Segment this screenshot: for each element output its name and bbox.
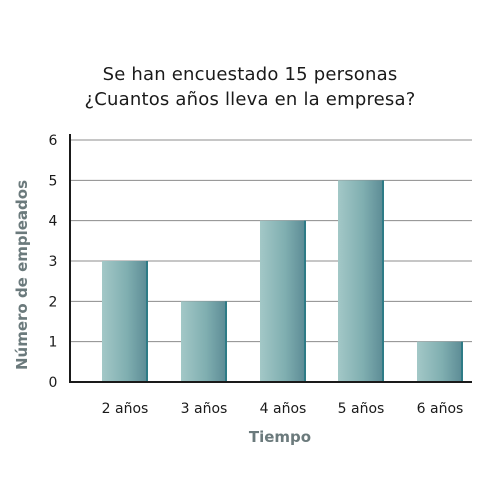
bar-5 — [417, 341, 463, 382]
y-tick-labels: 0 1 2 3 4 5 6 — [49, 133, 58, 391]
chart-title-line-2: ¿Cuantos años lleva en la empresa? — [84, 89, 416, 110]
x-tick-label-3: 4 años — [260, 401, 307, 417]
y-tick-label-4: 4 — [49, 214, 58, 230]
x-tick-label-5: 6 años — [417, 401, 464, 417]
chart-title-line-1: Se han encuestado 15 personas — [102, 64, 398, 85]
bar-3 — [260, 220, 306, 382]
axes — [69, 134, 472, 383]
bar-2 — [181, 301, 227, 382]
x-tick-label-4: 5 años — [338, 401, 385, 417]
y-axis-label: Número de empleados — [13, 180, 31, 370]
y-tick-label-2: 2 — [49, 294, 58, 310]
x-tick-label-1: 2 años — [102, 401, 149, 417]
y-tick-label-6: 6 — [49, 133, 58, 149]
bars — [102, 180, 463, 382]
y-tick-label-1: 1 — [49, 335, 58, 351]
y-tick-label-3: 3 — [49, 254, 58, 270]
y-tick-label-0: 0 — [49, 375, 58, 391]
y-tick-label-5: 5 — [49, 173, 58, 189]
bar-1 — [102, 261, 148, 382]
x-tick-labels: 2 años 3 años 4 años 5 años 6 años — [102, 401, 464, 417]
x-tick-label-2: 3 años — [181, 401, 228, 417]
x-axis-label: Tiempo — [249, 428, 311, 446]
bar-4 — [338, 180, 384, 382]
